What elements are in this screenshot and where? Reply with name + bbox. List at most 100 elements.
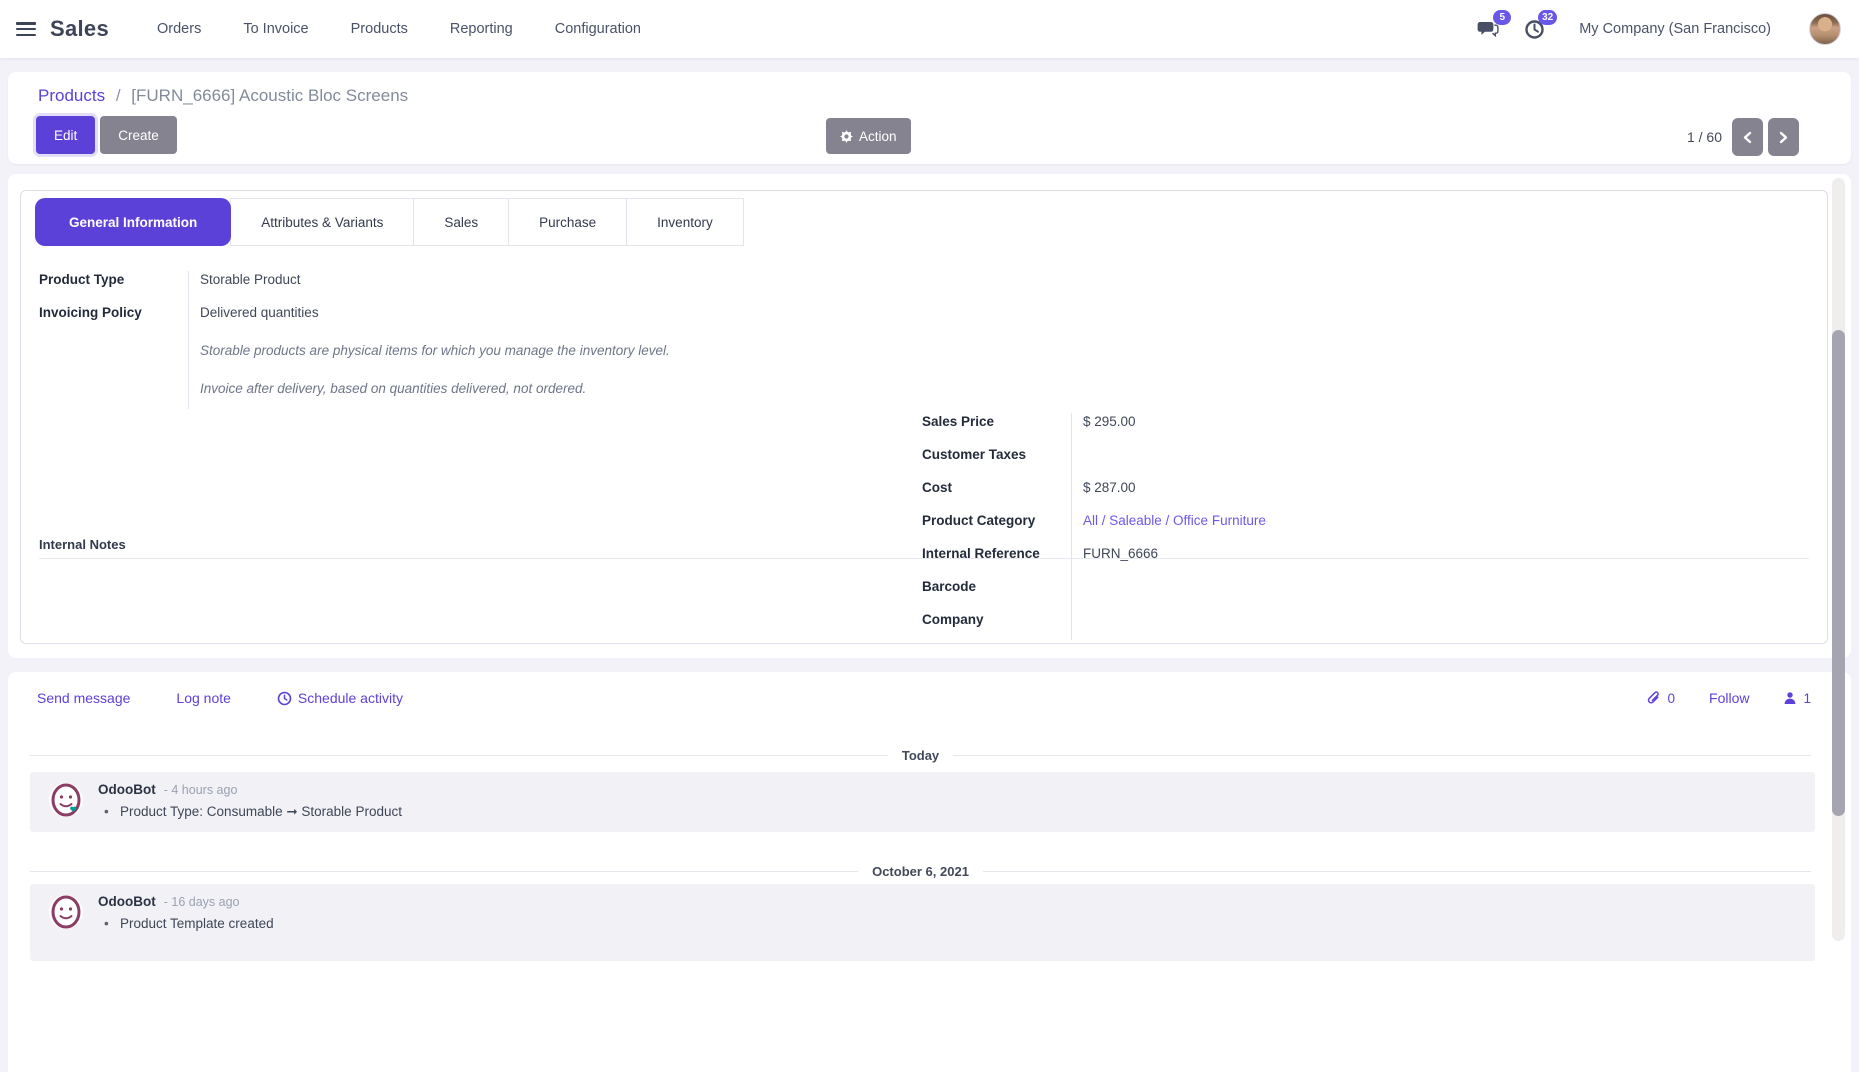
attachments-count: 0	[1667, 690, 1676, 706]
product-category-link[interactable]: All / Saleable / Office Furniture	[1083, 513, 1266, 528]
followers-count: 1	[1803, 690, 1811, 706]
field-label: Barcode	[922, 579, 977, 594]
messages-button[interactable]: 5	[1473, 10, 1512, 44]
action-button[interactable]: Action	[826, 118, 911, 154]
control-panel: Products / [FURN_6666] Acoustic Bloc Scr…	[8, 72, 1851, 164]
tab-inventory[interactable]: Inventory	[626, 198, 744, 246]
field-barcode: Barcode	[922, 576, 1802, 609]
field-customer-taxes: Customer Taxes	[922, 444, 1802, 477]
activities-badge: 32	[1538, 10, 1558, 25]
help-line: Storable products are physical items for…	[39, 335, 759, 373]
follower-person-icon	[1783, 691, 1797, 705]
message-timestamp: - 4 hours ago	[163, 783, 238, 797]
nav-item-reporting[interactable]: Reporting	[449, 21, 513, 37]
internal-notes-label: Internal Notes	[39, 537, 126, 552]
message-item[interactable]: OdooBot - 4 hours ago Product Type: Cons…	[30, 772, 1815, 832]
field-value: Delivered quantities	[200, 305, 319, 320]
schedule-activity-button[interactable]: Schedule activity	[277, 690, 403, 706]
field-label: Internal Reference	[922, 546, 1040, 561]
message-item[interactable]: OdooBot - 16 days ago Product Template c…	[30, 884, 1815, 961]
field-separator-line	[1071, 413, 1072, 640]
apps-menu-icon[interactable]	[16, 22, 36, 36]
field-value: $ 295.00	[1083, 414, 1136, 429]
create-button[interactable]: Create	[100, 116, 177, 154]
log-note-button[interactable]: Log note	[176, 690, 231, 706]
field-label: Sales Price	[922, 414, 995, 429]
chat-bubbles-icon	[1477, 19, 1499, 39]
date-divider-label: Today	[901, 748, 940, 763]
field-value: FURN_6666	[1083, 546, 1159, 561]
help-text-storable: Storable products are physical items for…	[200, 343, 670, 358]
field-group-left: Product Type Storable Product Invoicing …	[39, 269, 759, 411]
nav-item-orders[interactable]: Orders	[157, 21, 202, 37]
help-text-invoicing: Invoice after delivery, based on quantit…	[200, 381, 587, 396]
field-cost: Cost $ 287.00	[922, 477, 1802, 510]
pager-counter: 1 / 60	[1686, 129, 1722, 145]
clock-icon	[1524, 19, 1545, 40]
nav-item-configuration[interactable]: Configuration	[554, 21, 641, 37]
date-divider-october: October 6, 2021	[30, 864, 1812, 879]
field-label: Cost	[922, 480, 952, 495]
chevron-right-icon	[1777, 130, 1790, 145]
followers-button[interactable]: 1	[1783, 691, 1811, 706]
field-value	[1071, 609, 1083, 612]
date-divider-today: Today	[30, 748, 1812, 763]
nav-item-to-invoice[interactable]: To Invoice	[243, 21, 309, 37]
gear-icon	[840, 129, 853, 143]
tab-attributes-variants[interactable]: Attributes & Variants	[230, 198, 415, 246]
user-avatar[interactable]	[1809, 13, 1841, 45]
edit-button[interactable]: Edit	[36, 116, 96, 154]
tab-general-information[interactable]: General Information	[35, 198, 232, 246]
tab-sales[interactable]: Sales	[413, 198, 510, 246]
field-value	[1071, 444, 1083, 447]
field-internal-reference: Internal Reference FURN_6666	[922, 543, 1802, 576]
message-timestamp: - 16 days ago	[163, 895, 240, 909]
message-body: Product Type: Consumable ➞ Storable Prod…	[104, 804, 1801, 820]
nav-menu: Orders To Invoice Products Reporting Con…	[157, 21, 641, 37]
tab-purchase[interactable]: Purchase	[508, 198, 628, 246]
internal-notes-divider	[39, 558, 1809, 559]
breadcrumb-separator: /	[115, 86, 121, 105]
follow-button[interactable]: Follow	[1709, 690, 1750, 706]
send-message-button[interactable]: Send message	[37, 690, 131, 706]
attachments-button[interactable]: 0	[1646, 690, 1676, 706]
field-label: Company	[922, 612, 984, 627]
field-value: Storable Product	[200, 272, 301, 287]
schedule-activity-label: Schedule activity	[297, 690, 403, 706]
company-switcher[interactable]: My Company (San Francisco)	[1579, 21, 1771, 37]
breadcrumb-products-link[interactable]: Products	[38, 86, 106, 105]
field-value	[1071, 576, 1083, 579]
field-label: Product Type	[39, 272, 125, 287]
message-body: Product Template created	[104, 916, 1801, 931]
field-label: Customer Taxes	[922, 447, 1027, 462]
field-value: $ 287.00	[1083, 480, 1136, 495]
form-view: General Information Attributes & Variant…	[8, 174, 1851, 658]
help-line: Invoice after delivery, based on quantit…	[39, 373, 759, 411]
scrollbar-track[interactable]	[1832, 178, 1845, 941]
app-title[interactable]: Sales	[50, 16, 109, 41]
breadcrumb-current: [FURN_6666] Acoustic Bloc Screens	[131, 86, 409, 105]
field-product-type: Product Type Storable Product	[39, 269, 759, 302]
activities-button[interactable]: 32	[1519, 10, 1558, 44]
field-separator-line	[188, 271, 189, 409]
pager-previous-button[interactable]	[1732, 118, 1763, 156]
schedule-clock-icon	[277, 691, 292, 706]
paperclip-icon	[1646, 690, 1662, 706]
notebook-tabs: General Information Attributes & Variant…	[35, 198, 744, 246]
field-group-right: Sales Price $ 295.00 Customer Taxes Cost…	[922, 411, 1802, 642]
breadcrumb: Products / [FURN_6666] Acoustic Bloc Scr…	[38, 86, 408, 106]
nav-item-products[interactable]: Products	[350, 21, 408, 37]
action-button-label: Action	[859, 128, 897, 144]
field-sales-price: Sales Price $ 295.00	[922, 411, 1802, 444]
scrollbar-thumb[interactable]	[1832, 330, 1845, 816]
message-author[interactable]: OdooBot	[98, 894, 156, 909]
field-product-category: Product Category All / Saleable / Office…	[922, 510, 1802, 543]
internal-notes-section: Internal Notes	[39, 537, 1809, 559]
message-author[interactable]: OdooBot	[98, 782, 156, 797]
chevron-left-icon	[1741, 130, 1754, 145]
chatter: Send message Log note Schedule activity …	[8, 672, 1851, 1072]
pager-next-button[interactable]	[1768, 118, 1799, 156]
odoobot-avatar	[48, 782, 84, 818]
field-invoicing-policy: Invoicing Policy Delivered quantities	[39, 302, 759, 335]
top-navbar: Sales Orders To Invoice Products Reporti…	[0, 0, 1859, 58]
